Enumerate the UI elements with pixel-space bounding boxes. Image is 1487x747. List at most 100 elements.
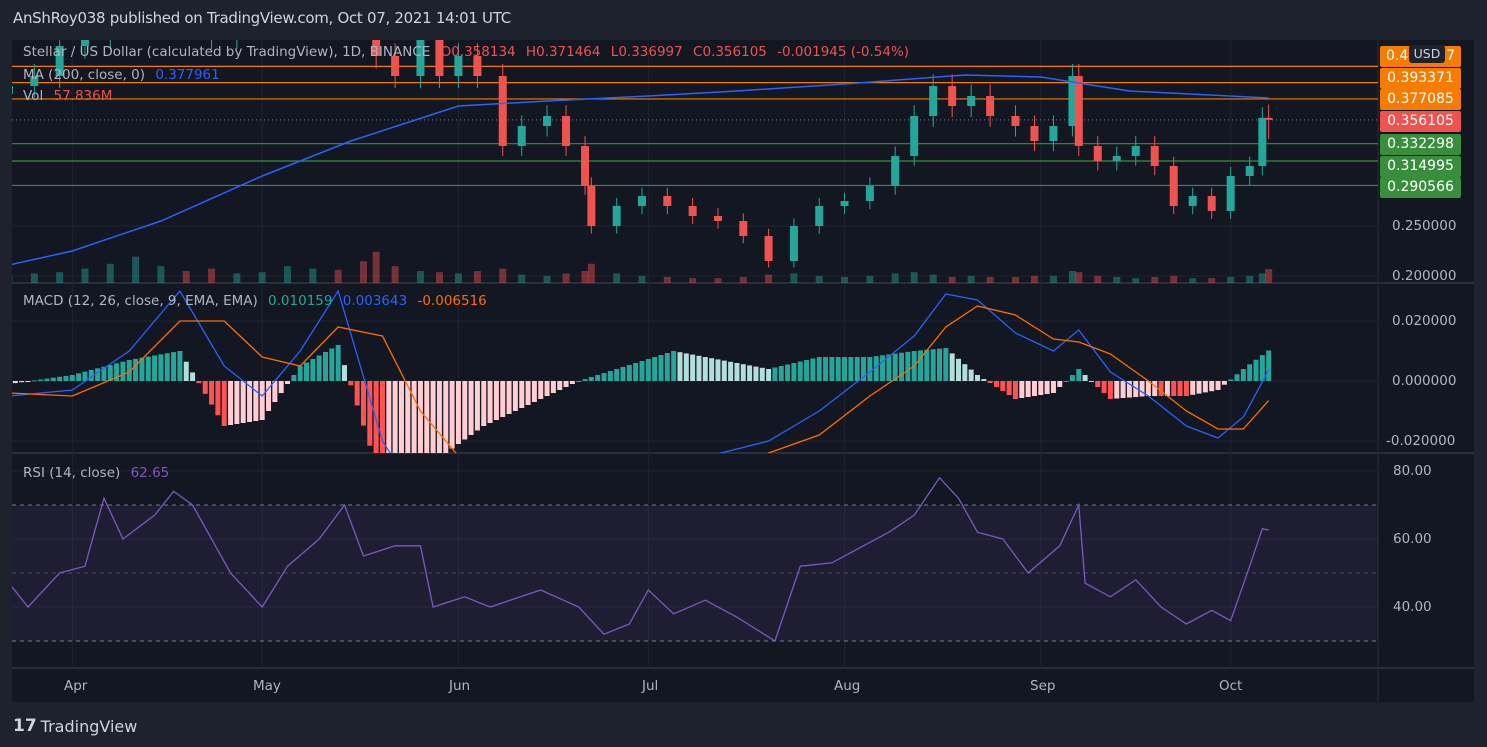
candle-body[interactable] <box>1258 117 1267 166</box>
macd-histogram-bar <box>1221 381 1227 385</box>
candle-body[interactable] <box>55 46 64 76</box>
candle-body[interactable] <box>80 36 89 46</box>
macd-histogram-bar <box>247 381 253 422</box>
candle-body[interactable] <box>948 86 957 106</box>
volume-bar <box>56 272 64 283</box>
macd-histogram-bar <box>974 375 980 381</box>
candle-body[interactable] <box>1169 166 1178 206</box>
candle-body[interactable] <box>688 206 697 216</box>
price-pane[interactable] <box>5 0 1378 283</box>
candle-body[interactable] <box>30 76 39 86</box>
macd-histogram-bar <box>1202 381 1208 393</box>
candle-body[interactable] <box>454 56 463 76</box>
macd-line[interactable] <box>9 289 1270 531</box>
candle-body[interactable] <box>663 196 672 206</box>
macd-histogram-bar <box>823 357 829 381</box>
candle-body[interactable] <box>581 146 590 186</box>
volume-bar <box>587 263 595 283</box>
candle-body[interactable] <box>815 206 824 226</box>
candle-body[interactable] <box>1011 116 1020 126</box>
macd-histogram-bar <box>962 364 968 381</box>
ma-legend[interactable]: MA (200, close, 0) 0.377961 <box>23 67 220 83</box>
macd-histogram-bar <box>1190 381 1196 395</box>
candle-body[interactable] <box>1245 166 1254 176</box>
candle-body[interactable] <box>986 96 995 116</box>
candle-body[interactable] <box>1093 146 1102 161</box>
candle-body[interactable] <box>612 206 621 226</box>
candle-body[interactable] <box>132 0 140 6</box>
candle-body[interactable] <box>967 96 976 106</box>
candle-body[interactable] <box>1150 146 1159 166</box>
macd-histogram-bar <box>493 381 499 420</box>
volume-bar <box>132 256 140 283</box>
rsi-pane[interactable] <box>9 476 1378 642</box>
time-tick: Jun <box>449 678 471 694</box>
candle-body[interactable] <box>1131 146 1140 156</box>
candle-body[interactable] <box>543 116 552 126</box>
candle-body[interactable] <box>435 26 444 76</box>
candle-body[interactable] <box>517 126 526 146</box>
candle-body[interactable] <box>638 196 646 206</box>
volume-legend[interactable]: Vol 57.836M <box>23 88 112 104</box>
candle-body[interactable] <box>865 186 874 201</box>
currency-button[interactable]: USD <box>1409 45 1445 63</box>
price-tick: 0.200000 <box>1392 268 1457 284</box>
candle-body[interactable] <box>562 116 571 146</box>
candle-body[interactable] <box>1074 76 1083 146</box>
candle-body[interactable] <box>929 86 938 116</box>
volume-bar <box>208 268 216 283</box>
candle-body[interactable] <box>1226 176 1235 211</box>
macd-pane[interactable] <box>7 289 1272 531</box>
macd-histogram-bar <box>842 357 848 381</box>
macd-histogram-bar <box>747 365 753 381</box>
macd-histogram-bar <box>861 357 867 381</box>
macd-histogram-bar <box>417 381 423 453</box>
candle-body[interactable] <box>5 86 13 94</box>
time-tick: Jul <box>642 678 659 694</box>
candle-body[interactable] <box>739 221 748 236</box>
volume-bar <box>613 273 621 283</box>
candle-body[interactable] <box>1049 126 1058 141</box>
candle-body[interactable] <box>498 76 507 146</box>
candle-body[interactable] <box>764 236 773 261</box>
rsi-line[interactable] <box>9 476 1269 642</box>
candle-body[interactable] <box>891 156 900 186</box>
candle-body[interactable] <box>910 116 919 156</box>
volume-bar <box>1208 278 1216 283</box>
candle-body[interactable] <box>391 56 400 76</box>
symbol-name[interactable]: Stellar / US Dollar (calculated by Tradi… <box>23 44 431 60</box>
candle-body[interactable] <box>1112 156 1121 161</box>
macd-histogram-bar <box>1209 381 1215 392</box>
candle-body[interactable] <box>416 26 425 76</box>
ma200-line[interactable] <box>9 74 1269 266</box>
macd-histogram-bar <box>557 381 563 390</box>
candle-body[interactable] <box>840 201 849 206</box>
macd-histogram-bar <box>588 377 594 381</box>
candle-body[interactable] <box>1188 196 1197 206</box>
macd-histogram-bar <box>576 381 582 382</box>
candle-body[interactable] <box>587 186 596 226</box>
candle-body[interactable] <box>1030 126 1039 141</box>
rsi-legend[interactable]: RSI (14, close) 62.65 <box>23 465 169 481</box>
price-label-support-2: 0.314995 <box>1380 156 1461 177</box>
macd-histogram-bar <box>228 381 234 425</box>
macd-histogram-bar <box>683 353 689 381</box>
tradingview-logo[interactable]: 17 TradingView <box>13 716 137 736</box>
macd-histogram-bar <box>50 377 56 381</box>
candle-body[interactable] <box>1264 117 1273 120</box>
candle-body[interactable] <box>789 226 798 261</box>
candle-body[interactable] <box>1068 76 1077 126</box>
macd-histogram-bar <box>500 381 506 417</box>
macd-histogram-bar <box>145 356 151 381</box>
macd-legend[interactable]: MACD (12, 26, close, 9, EMA, EMA) 0.0101… <box>23 293 487 309</box>
volume-bar <box>841 277 849 283</box>
volume-bar <box>1049 275 1057 283</box>
price-label-top-start: 0.4 <box>1386 48 1409 64</box>
candle-body[interactable] <box>1207 196 1216 211</box>
candle-body[interactable] <box>372 0 381 56</box>
candle-body[interactable] <box>713 216 722 221</box>
macd-histogram-bar <box>1082 375 1088 381</box>
signal-line[interactable] <box>9 305 1270 531</box>
candle-body[interactable] <box>473 56 482 76</box>
